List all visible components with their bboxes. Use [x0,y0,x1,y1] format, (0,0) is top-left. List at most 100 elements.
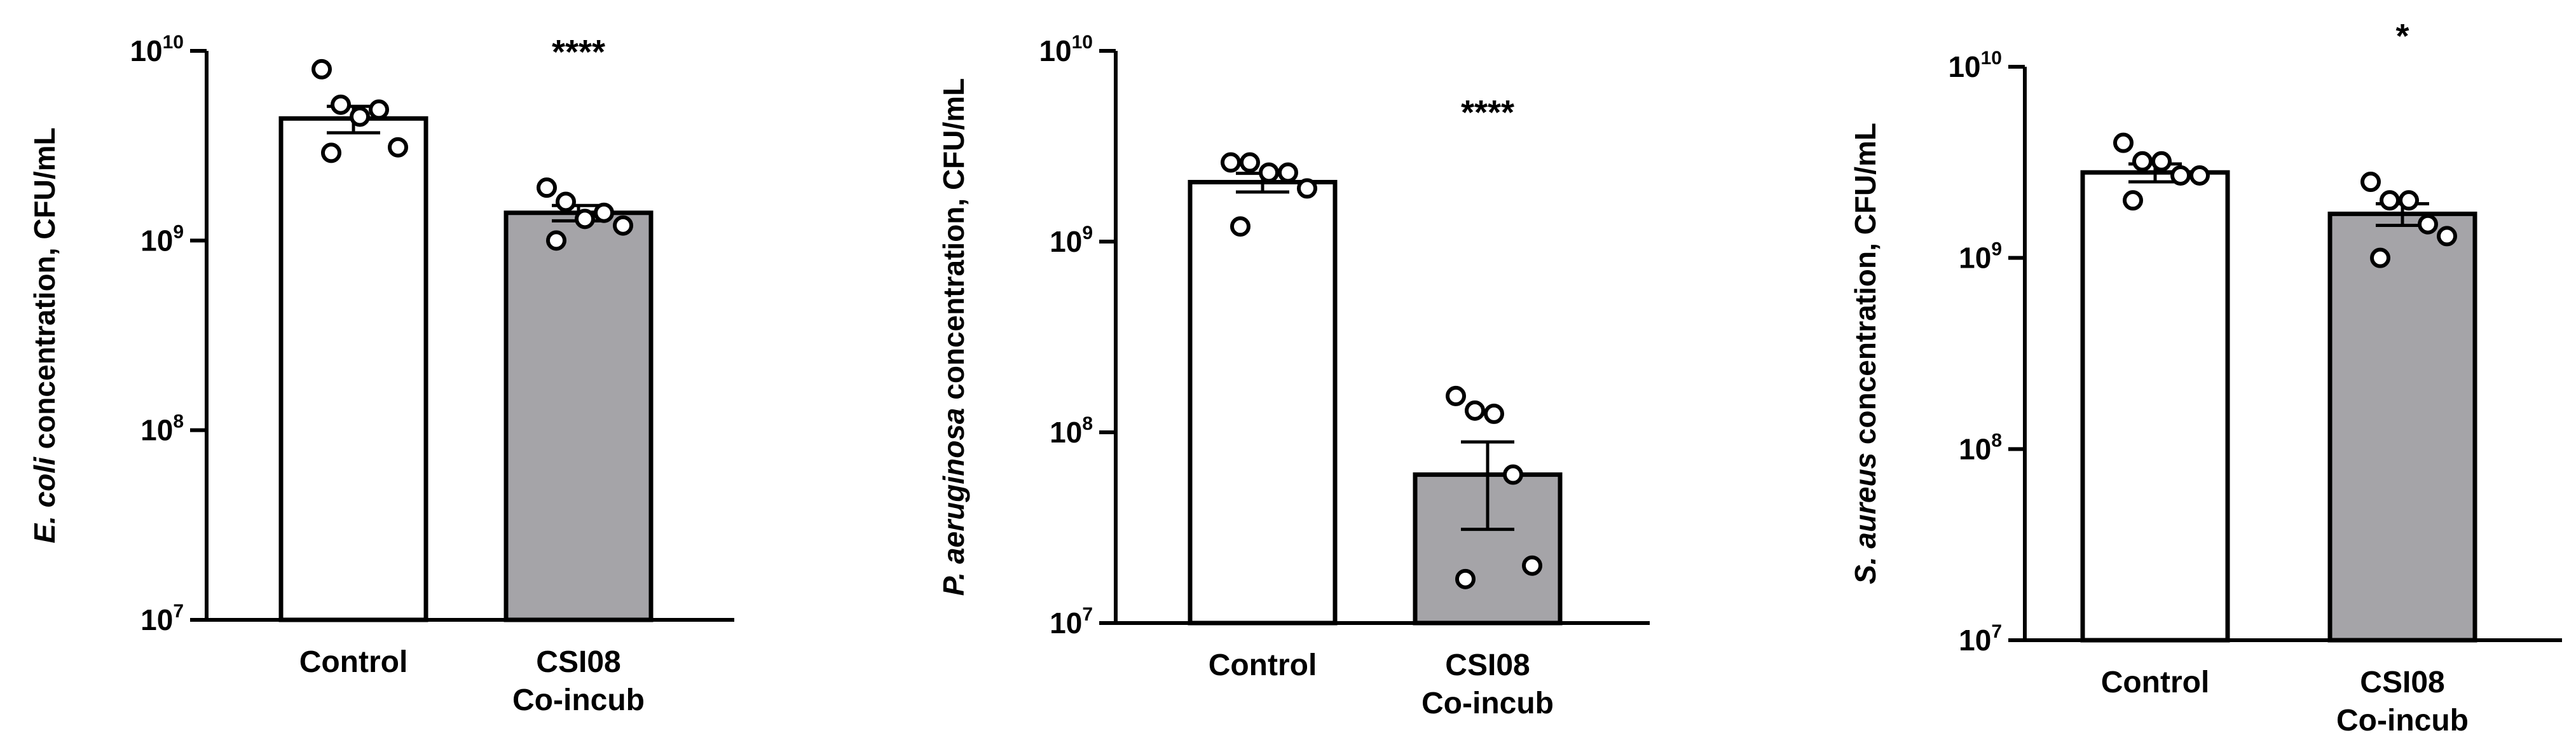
y-tick-exponent: 9 [1082,223,1093,243]
data-point [2418,214,2438,235]
data-point [2123,190,2143,211]
data-point [369,99,389,120]
y-tick-exponent: 9 [173,221,184,242]
y-tick-label: 109 [1050,223,1093,258]
y-axis-label-species: S. aureus [1849,453,1882,584]
data-point [1240,152,1260,173]
y-tick-label: 107 [140,601,184,636]
y-tick-base: 10 [1959,624,1991,657]
y-tick-label: 109 [1959,239,2002,275]
data-point [537,177,557,198]
x-category-label: Control [2101,666,2210,699]
y-axis-label-species: E. coli [28,456,61,544]
y-tick-label: 107 [1050,604,1093,640]
x-category-label: Co-incub [1422,687,1554,720]
data-point [1503,464,1523,485]
data-point [1446,385,1466,406]
y-tick-base: 10 [1050,607,1082,640]
y-tick-base: 10 [1959,432,1991,465]
y-tick-label: 108 [1050,413,1093,449]
y-tick-base: 10 [130,34,162,67]
significance-marker: **** [1461,93,1514,132]
y-tick-exponent: 8 [1082,413,1093,434]
significance-marker: * [2395,17,2409,55]
x-category-label: Control [299,645,408,679]
y-tick-exponent: 7 [1991,621,2002,642]
data-point [556,191,576,212]
data-point [1278,162,1298,183]
x-category-label: Control [1209,648,1317,682]
data-point [575,209,595,230]
bar-csi08-coincub [504,210,654,622]
x-category-label: Co-incub [2336,704,2469,737]
y-axis-label: P. aeruginosa concentration, CFU/mL [937,78,970,596]
significance-marker: **** [552,33,605,71]
data-point [312,58,332,79]
data-point [613,215,633,236]
data-point [321,142,341,163]
y-tick-base: 10 [140,414,173,447]
y-axis-label: S. aureus concentration, CFU/mL [1849,123,1882,584]
x-category-label: CSI08 [2360,666,2444,699]
y-tick-base: 10 [1050,416,1082,449]
data-point [2437,226,2457,247]
data-point [2360,172,2381,193]
data-point [1297,178,1317,199]
data-point [331,94,351,115]
data-point [1230,216,1250,237]
y-tick-label: 108 [1959,430,2002,465]
y-tick-base: 10 [140,603,173,636]
data-point [1455,568,1476,589]
data-point [546,230,566,251]
bar-csi08-coincub [2327,211,2477,643]
y-tick-exponent: 10 [1981,48,2002,69]
x-category-label: CSI08 [1445,648,1530,682]
y-tick-exponent: 8 [173,411,184,432]
y-tick-exponent: 9 [1991,239,2002,260]
y-tick-base: 10 [1039,34,1071,67]
data-point [2151,151,2172,172]
data-point [2132,151,2153,172]
data-point [2189,165,2210,186]
y-tick-exponent: 8 [1991,430,2002,451]
y-tick-base: 10 [1959,242,1991,275]
data-point [2113,132,2134,153]
y-tick-label: 108 [140,411,184,447]
bar-control [2080,170,2230,643]
data-point [2380,190,2400,211]
bar-control [1188,179,1338,626]
data-point [1522,555,1542,576]
y-tick-label: 1010 [1039,32,1093,67]
x-category-label: CSI08 [536,645,620,679]
y-tick-label: 1010 [130,32,184,67]
y-tick-base: 10 [1948,50,1980,83]
x-category-label: Co-incub [512,683,645,717]
data-point [350,106,370,127]
data-point [1259,162,1279,183]
bar-control [278,116,428,622]
y-tick-exponent: 7 [1082,604,1093,625]
data-point [1484,403,1504,424]
data-point [1221,152,1241,173]
y-axis-label-units: concentration, CFU/mL [28,127,61,457]
y-tick-exponent: 10 [163,32,184,53]
y-axis-label: E. coli concentration, CFU/mL [28,127,61,543]
data-point [2370,247,2390,268]
y-tick-label: 107 [1959,621,2002,657]
y-tick-exponent: 7 [173,601,184,622]
y-tick-label: 109 [140,221,184,257]
data-point [1465,400,1485,421]
data-point [2170,165,2191,186]
y-axis-label-units: concentration, CFU/mL [937,78,970,408]
y-tick-exponent: 10 [1072,32,1093,53]
data-point [2399,190,2419,211]
data-point [388,137,408,158]
y-tick-base: 10 [140,224,173,257]
y-axis-label-units: concentration, CFU/mL [1849,123,1882,453]
y-tick-base: 10 [1050,225,1082,258]
y-tick-label: 1010 [1948,48,2002,83]
